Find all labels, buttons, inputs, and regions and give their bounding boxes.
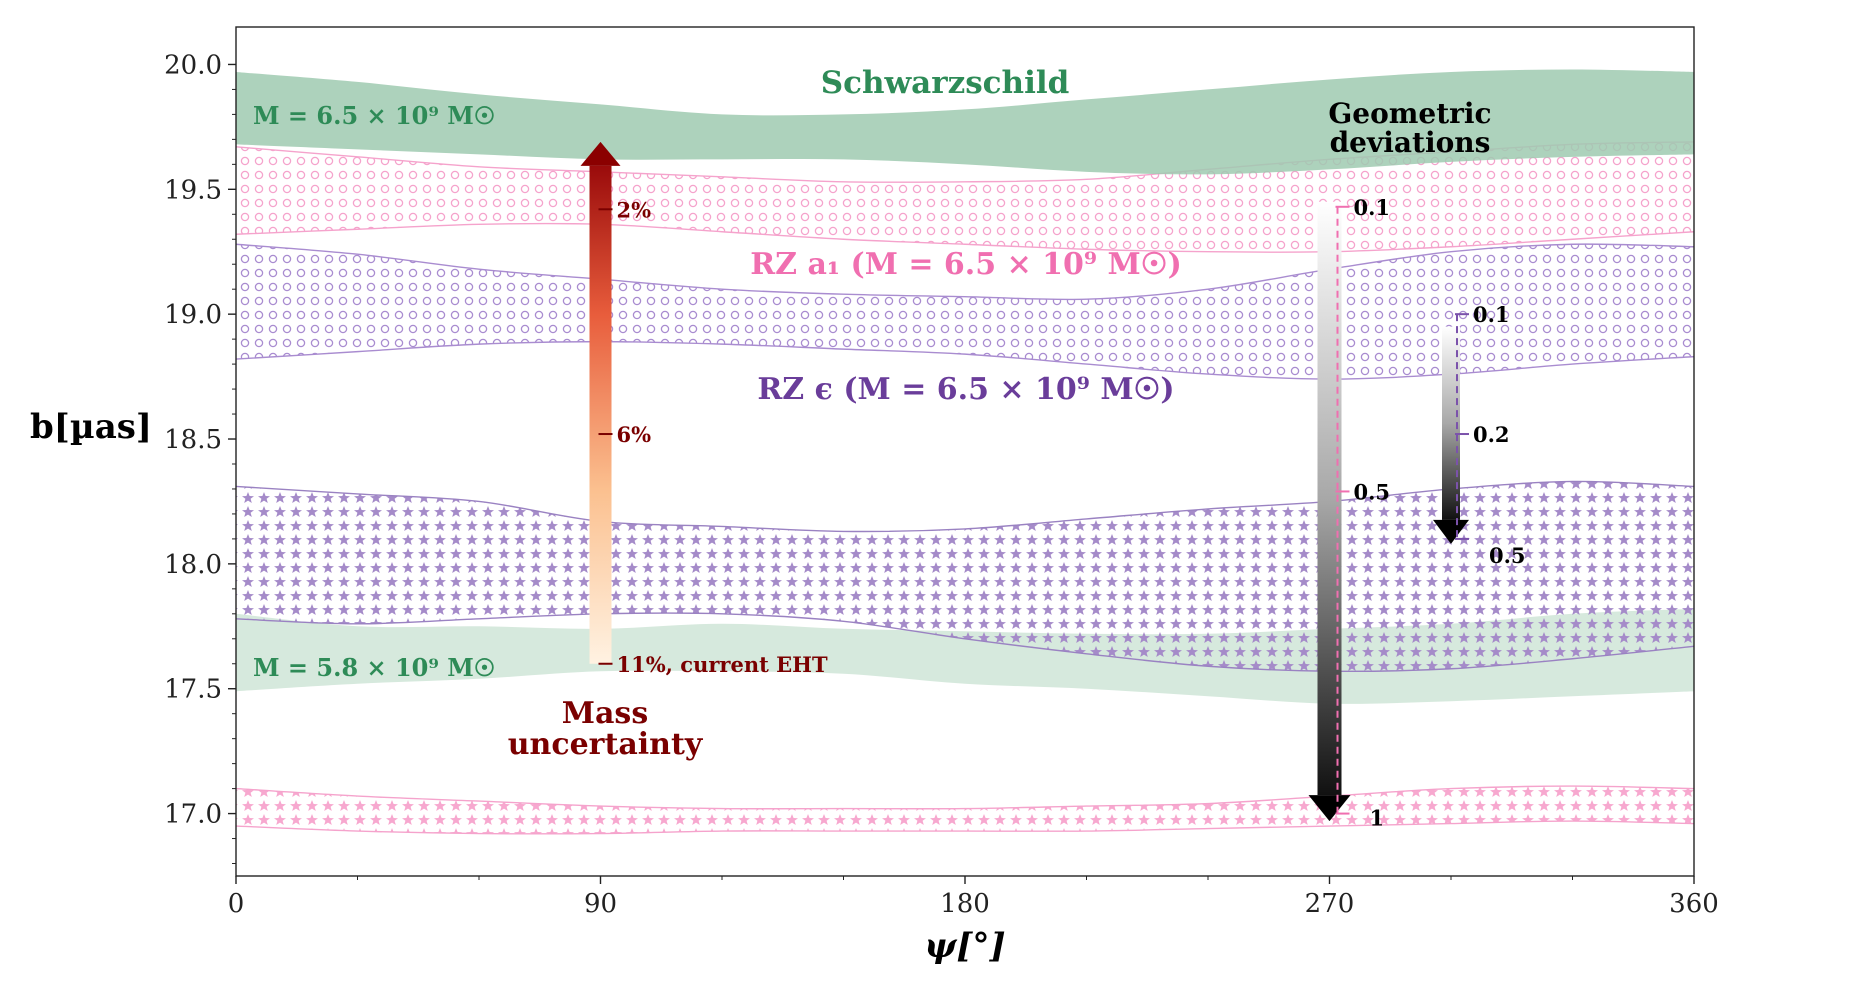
- geo-arrow-eps-tick-label-1: 0.2: [1473, 422, 1510, 447]
- mass-arrow-shaft: [589, 165, 612, 664]
- y-tick-label-2: 18.0: [164, 550, 222, 580]
- y-axis-label: b[µas]: [30, 407, 152, 447]
- geo-arrow-eps-shaft: [1442, 326, 1460, 520]
- mass-arrow-tick-label-2: 11%, current EHT: [617, 652, 828, 677]
- geometric-label-line2: deviations: [1330, 126, 1491, 159]
- mass-arrow-tick-label-0: 2%: [617, 197, 652, 222]
- mass-uncertainty-line2: uncertainty: [508, 727, 704, 762]
- band-1-lower-edge: [236, 612, 1694, 673]
- band-3-upper-edge: [236, 243, 1694, 301]
- y-tick-label-4: 19.0: [164, 300, 222, 330]
- y-tick-label-5: 19.5: [164, 175, 222, 205]
- mass-uncertainty-line1: Mass: [562, 696, 648, 731]
- axes: 0 90 180 270 360 17.0 17.5 18.0 18.5 19.0 19.5 20.0: [164, 50, 1719, 919]
- x-tick-label-1: 90: [584, 889, 617, 919]
- geo-arrow-eps-head: [1433, 519, 1469, 544]
- geo-arrow-eps-tick-label-2: 0.5: [1489, 543, 1526, 568]
- y-tick-label-6: 20.0: [164, 50, 222, 80]
- geometric-label-line1: Geometric: [1328, 97, 1491, 130]
- geo-arrow-a1-tick-label-0: 0.1: [1354, 195, 1391, 220]
- geo-arrow-a1-tick-label-1: 0.5: [1354, 479, 1391, 504]
- band-4-lower-edge: [236, 222, 1694, 253]
- band-2-lower-edge: [236, 820, 1694, 835]
- x-tick-label-0: 0: [228, 889, 245, 919]
- rz-a1-label: RZ a₁ (M = 6.5 × 10⁹ M☉): [750, 247, 1182, 282]
- band-2-upper-edge: [236, 785, 1694, 810]
- x-axis-label: ψ[°]: [924, 926, 1005, 966]
- schwarzschild-label: Schwarzschild: [821, 65, 1070, 101]
- bands: [236, 69, 1694, 835]
- x-tick-label-4: 360: [1669, 889, 1719, 919]
- y-tick-label-0: 17.0: [164, 800, 222, 830]
- mass-high-label: M = 6.5 × 10⁹ M☉: [253, 101, 495, 130]
- geo-arrow-a1-tick-label-2: 1: [1370, 806, 1385, 831]
- mass-arrow-head: [580, 141, 621, 166]
- geo-arrow-eps-tick-label-0: 0.1: [1473, 302, 1510, 327]
- y-tick-label-1: 17.5: [164, 675, 222, 705]
- arrows: 2% 6% 11%, current EHT 0.1 0.5 1 0.1 0.2 0.5: [580, 141, 1526, 831]
- x-tick-label-3: 270: [1305, 889, 1355, 919]
- mass-low-label: M = 5.8 × 10⁹ M☉: [253, 653, 495, 682]
- x-tick-label-2: 180: [940, 889, 990, 919]
- rz-eps-label: RZ ϵ (M = 6.5 × 10⁹ M☉): [757, 372, 1174, 407]
- geo-arrow-a1-head: [1308, 795, 1351, 822]
- y-tick-label-3: 18.5: [164, 425, 222, 455]
- band-2: [236, 786, 1694, 834]
- mass-arrow-tick-label-1: 6%: [617, 422, 652, 447]
